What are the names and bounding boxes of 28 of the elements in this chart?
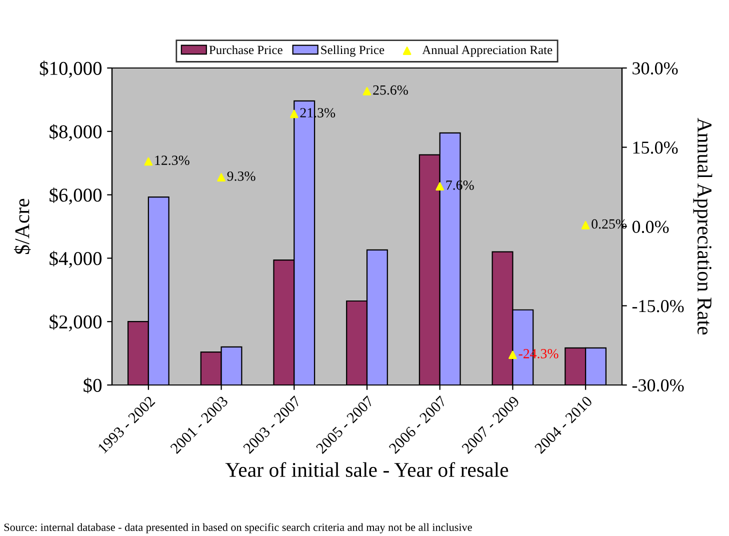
point	[581, 221, 590, 230]
x-axis-title: Year of initial sale - Year of resale	[225, 462, 508, 477]
y2-tick-label: -15.0%	[632, 300, 684, 312]
legend-label: Selling Price	[321, 45, 384, 57]
y-tick-label: $4,000	[50, 250, 102, 268]
point	[508, 350, 517, 360]
data-label: 9.3%	[227, 171, 256, 181]
data-label: 12.3%	[155, 156, 190, 166]
y2-tick-label: 30.0%	[632, 62, 678, 75]
y2-tick-label: 0.0%	[632, 220, 669, 234]
point	[144, 157, 153, 166]
y-tick-label: $10,000	[40, 60, 102, 78]
y-tick-label: $8,000	[50, 124, 102, 142]
point	[436, 182, 444, 191]
data-label: 25.6%	[373, 85, 408, 95]
y2-tick-label: 15.0%	[633, 142, 678, 154]
y2-tick-label: -30.0%	[632, 379, 684, 392]
y2-axis-title: Annual Appreciation Rate	[693, 118, 712, 335]
y-tick-label: $0	[84, 378, 102, 394]
legend-label: Purchase Price	[209, 45, 282, 54]
source-note: Source: internal database - data presented in based on specific search criteria and may not be all inclusive	[4, 523, 472, 534]
point	[217, 173, 226, 182]
y-axis-title: $/Acre	[14, 198, 31, 254]
legend-label: Annual Appreciation Rate	[422, 45, 552, 57]
point	[362, 87, 372, 96]
point	[290, 110, 298, 118]
y-tick-label: $2,000	[50, 314, 102, 332]
y-tick-label: $6,000	[50, 187, 102, 205]
